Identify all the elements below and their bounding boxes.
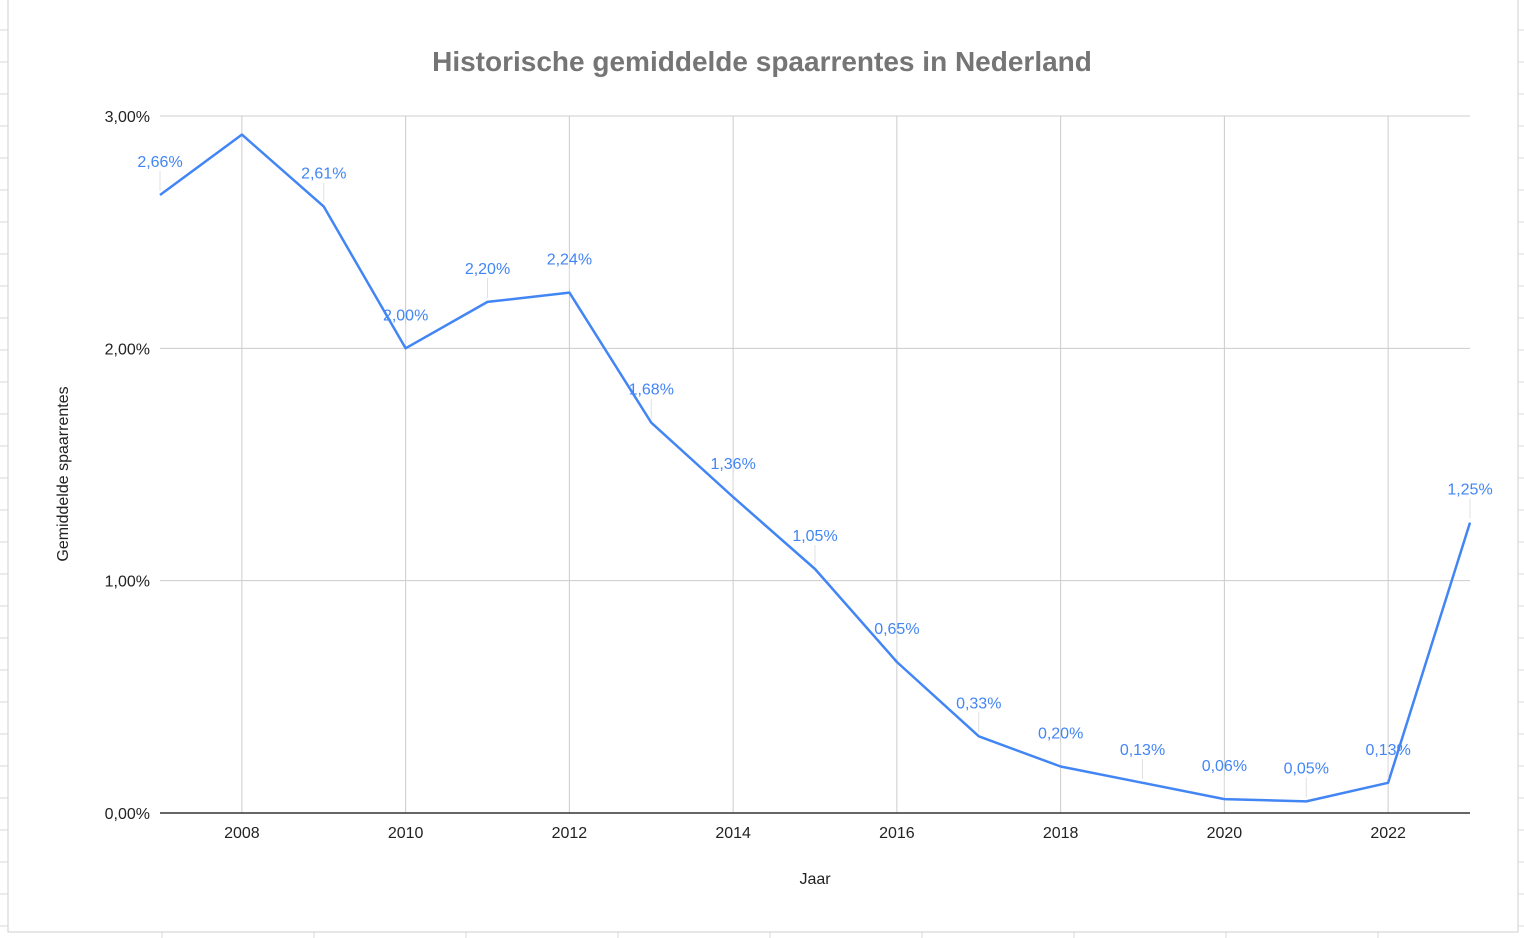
data-label: 0,13% [1120, 742, 1165, 759]
x-tick-label: 2020 [1207, 825, 1243, 842]
data-labels: 2,66% 2,61% 2,00% 2,20% 2,24% 1,68% 1,36% 1,05%… [137, 154, 1493, 798]
data-label: 0,33% [956, 695, 1001, 712]
series-line [159, 133, 1472, 803]
y-tick-label: 3,00% [105, 109, 150, 126]
x-tick-label: 2010 [388, 825, 424, 842]
data-label: 2,20% [465, 261, 510, 278]
data-label: 2,00% [383, 307, 428, 324]
spreadsheet-edge-ticks [0, 29, 1524, 938]
chart-border [7, 0, 1519, 933]
data-label: 2,61% [301, 166, 346, 183]
x-tick-label: 2022 [1370, 825, 1406, 842]
data-label: 1,68% [629, 382, 674, 399]
x-tick-label: 2016 [879, 825, 915, 842]
data-label: 1,36% [710, 456, 755, 473]
x-axis-tick-labels: 2008 2010 2012 2014 2016 2018 2020 2022 [224, 825, 1406, 842]
y-axis-tick-labels: 0,00% 1,00% 2,00% 3,00% [105, 109, 150, 823]
series-line-group [159, 133, 1472, 803]
grid-lines [160, 115, 1470, 813]
y-axis-label: Gemiddelde spaarrentes [55, 386, 72, 561]
x-tick-label: 2008 [224, 825, 260, 842]
data-label: 1,25% [1447, 482, 1492, 499]
data-label: 0,65% [874, 621, 919, 638]
chart-title: Historische gemiddelde spaarrentes in Ne… [432, 46, 1092, 77]
data-label: 0,20% [1038, 726, 1083, 743]
data-label: 0,05% [1284, 760, 1329, 777]
y-tick-label: 0,00% [105, 806, 150, 823]
data-label: 0,06% [1202, 758, 1247, 775]
x-tick-label: 2014 [715, 825, 751, 842]
y-tick-label: 2,00% [105, 341, 150, 358]
y-tick-label: 1,00% [105, 574, 150, 591]
data-label: 0,13% [1365, 742, 1410, 759]
data-label: 1,05% [792, 528, 837, 545]
data-label: 2,24% [547, 252, 592, 269]
x-tick-label: 2018 [1043, 825, 1079, 842]
data-label: 2,66% [137, 154, 182, 171]
x-tick-label: 2012 [552, 825, 588, 842]
x-axis-label: Jaar [799, 871, 831, 888]
